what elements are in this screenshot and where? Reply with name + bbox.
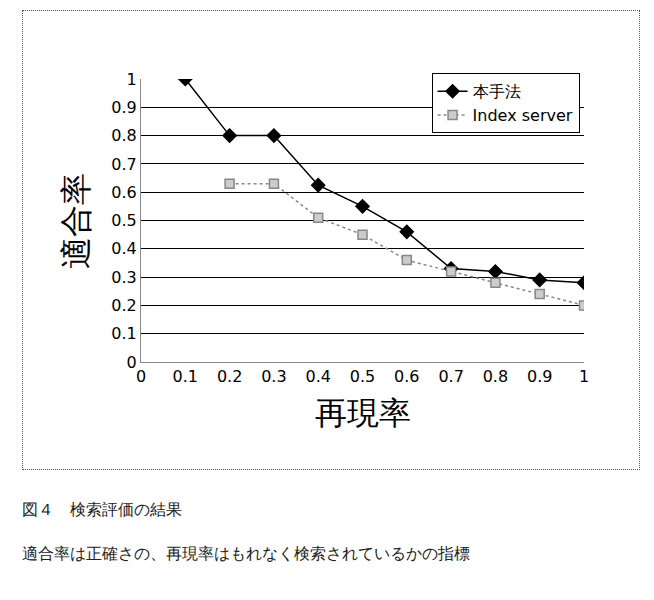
svg-text:0.2: 0.2	[217, 367, 242, 386]
svg-text:0.7: 0.7	[438, 367, 463, 386]
svg-text:0.3: 0.3	[111, 268, 136, 287]
svg-text:0.4: 0.4	[305, 367, 330, 386]
svg-text:本手法: 本手法	[473, 82, 521, 101]
svg-text:1: 1	[579, 367, 589, 386]
svg-text:0.6: 0.6	[394, 367, 419, 386]
html-text:図４ 検索評価の結果: 図４ 検索評価の結果	[22, 500, 182, 519]
svg-text:再現率: 再現率	[315, 394, 411, 432]
svg-text:0.4: 0.4	[111, 239, 136, 258]
svg-text:0.2: 0.2	[111, 296, 136, 315]
svg-text:0.1: 0.1	[111, 324, 136, 343]
svg-text:0.6: 0.6	[111, 183, 136, 202]
svg-text:適合率: 適合率	[57, 173, 95, 269]
svg-text:0.8: 0.8	[111, 126, 136, 145]
svg-text:1: 1	[127, 70, 137, 89]
svg-text:0: 0	[136, 367, 146, 386]
svg-text:0.7: 0.7	[111, 155, 136, 174]
html-text:適合率は正確さの、再現率はもれなく検索されているかの指標: 適合率は正確さの、再現率はもれなく検索されているかの指標	[22, 544, 470, 563]
svg-text:0.5: 0.5	[111, 211, 136, 230]
svg-text:0.8: 0.8	[483, 367, 508, 386]
svg-text:0.3: 0.3	[261, 367, 286, 386]
svg-text:0.9: 0.9	[527, 367, 552, 386]
svg-text:0.1: 0.1	[173, 367, 198, 386]
svg-text:0.9: 0.9	[111, 98, 136, 117]
svg-text:0: 0	[127, 353, 137, 372]
svg-text:0.5: 0.5	[350, 367, 375, 386]
svg-text:Index server: Index server	[473, 106, 573, 125]
